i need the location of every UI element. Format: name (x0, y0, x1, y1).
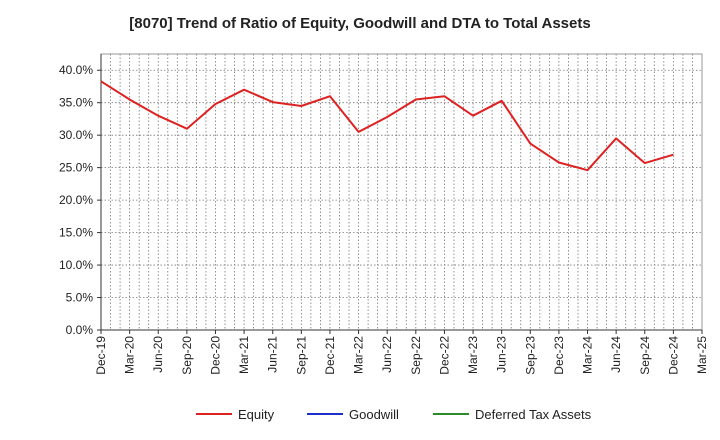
y-tick-label: 40.0% (59, 63, 93, 77)
x-tick-label: Jun-20 (151, 336, 165, 373)
x-tick-label: Mar-21 (237, 336, 251, 374)
x-tick-label: Jun-21 (266, 336, 280, 373)
x-tick-label: Dec-20 (208, 336, 222, 375)
x-tick-label: Mar-25 (695, 336, 709, 374)
x-tick-label: Sep-23 (523, 336, 537, 375)
x-tick-label: Dec-19 (94, 336, 108, 375)
x-axis-ticks: Dec-19 Mar-20 Jun-20 Sep-20 Dec-20 Mar-21 Jun-… (94, 330, 709, 375)
x-tick-label: Sep-21 (294, 336, 308, 375)
legend: Equity Goodwill Deferred Tax Assets (196, 407, 592, 422)
x-tick-label: Dec-21 (323, 336, 337, 375)
y-tick-label: 15.0% (59, 226, 93, 240)
y-tick-label: 10.0% (59, 258, 93, 272)
y-axis-ticks: 0.0% 5.0% 10.0% 15.0% 20.0% 25.0% 30.0% 35.0% 40… (59, 63, 101, 337)
y-tick-label: 0.0% (66, 323, 94, 337)
x-tick-label: Sep-22 (409, 336, 423, 375)
y-tick-label: 5.0% (66, 291, 94, 305)
axes (100, 54, 702, 331)
x-tick-label: Mar-20 (123, 336, 137, 374)
legend-label: Goodwill (349, 407, 399, 422)
x-tick-label: Sep-24 (638, 336, 652, 375)
y-tick-label: 20.0% (59, 193, 93, 207)
x-tick-label: Sep-20 (180, 336, 194, 375)
y-tick-label: 35.0% (59, 96, 93, 110)
series-lines (100, 80, 674, 172)
x-tick-label: Jun-23 (495, 336, 509, 373)
legend-label: Deferred Tax Assets (475, 407, 592, 422)
y-tick-label: 30.0% (59, 128, 93, 142)
x-tick-label: Jun-22 (380, 336, 394, 373)
x-tick-label: Mar-24 (581, 336, 595, 374)
x-tick-label: Mar-22 (352, 336, 366, 374)
x-tick-label: Jun-24 (609, 336, 623, 373)
chart-title: [8070] Trend of Ratio of Equity, Goodwil… (129, 15, 591, 32)
x-tick-label: Mar-23 (466, 336, 480, 374)
series-line-equity (100, 80, 674, 172)
plot-frame (100, 53, 703, 331)
y-tick-label: 25.0% (59, 161, 93, 175)
x-tick-label: Dec-24 (666, 336, 680, 375)
x-tick-label: Dec-22 (437, 336, 451, 375)
x-tick-label: Dec-23 (552, 336, 566, 375)
legend-label: Equity (238, 407, 275, 422)
